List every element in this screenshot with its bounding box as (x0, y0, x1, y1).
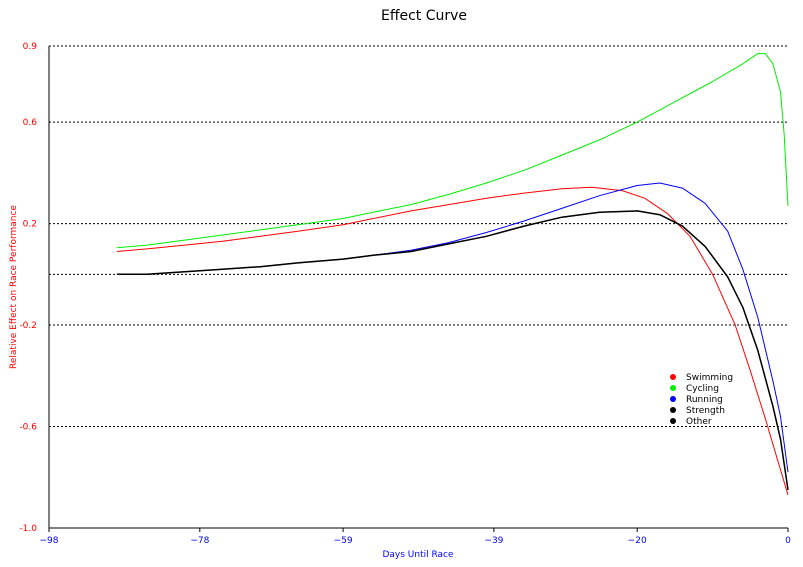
series-line-other (116, 210, 789, 490)
legend-marker-swimming (670, 374, 676, 380)
x-tick-label: −39 (484, 536, 503, 546)
y-tick-label: -0.6 (19, 423, 37, 433)
x-tick-label: −20 (628, 536, 647, 546)
y-tick-label: 0.6 (23, 118, 38, 128)
y-axis-ticks: -1.0 -0.6 -0.2 0.2 0.6 0.9 (19, 42, 37, 534)
series-line-strength (116, 210, 789, 491)
y-tick-label: -1.0 (19, 524, 37, 534)
legend-marker-strength (670, 407, 676, 413)
legend-label-cycling: Cycling (686, 384, 719, 394)
x-axis-label: Days Until Race (382, 550, 454, 560)
legend-label-other: Other (686, 417, 712, 427)
legend-label-running: Running (686, 395, 723, 405)
axes (48, 46, 788, 529)
x-tick-label: −59 (334, 536, 353, 546)
legend-label-strength: Strength (686, 406, 725, 416)
x-axis-ticks: −98 −78 −59 −39 −20 0 (40, 528, 791, 546)
series-line-running (116, 182, 789, 473)
series-lines (116, 53, 789, 496)
x-tick-label: −78 (190, 536, 209, 546)
chart-title: Effect Curve (381, 8, 467, 24)
y-tick-label: 0.9 (23, 42, 38, 52)
series-line-swimming (116, 186, 789, 496)
y-tick-label: -0.2 (19, 321, 37, 331)
y-tick-label: 0.2 (23, 220, 37, 230)
y-axis-label: Relative Effect on Race Performance (9, 205, 19, 369)
x-tick-label: 0 (785, 536, 791, 546)
series-line-cycling (116, 53, 789, 249)
legend-label-swimming: Swimming (686, 373, 733, 383)
legend-marker-cycling (670, 385, 676, 391)
legend-marker-other (670, 418, 676, 424)
grid-lines (49, 45, 788, 428)
legend-marker-running (670, 396, 676, 402)
x-tick-label: −98 (40, 536, 59, 546)
